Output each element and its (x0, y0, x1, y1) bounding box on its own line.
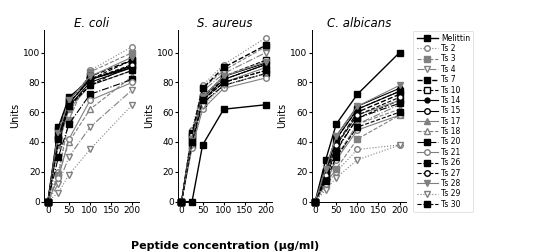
Title: E. coli: E. coli (74, 17, 109, 30)
Y-axis label: Units: Units (10, 103, 20, 129)
Title: S. aureus: S. aureus (197, 17, 253, 30)
Legend: Melittin, Ts 2, Ts 3, Ts 4, Ts 7, Ts 10, Ts 14, Ts 15, Ts 17, Ts 18, Ts 20, Ts 2: Melittin, Ts 2, Ts 3, Ts 4, Ts 7, Ts 10,… (414, 31, 473, 212)
Title: C. albicans: C. albicans (326, 17, 391, 30)
Y-axis label: Units: Units (144, 103, 154, 129)
Y-axis label: Units: Units (277, 103, 287, 129)
Text: Peptide concentration (μg/ml): Peptide concentration (μg/ml) (131, 241, 319, 251)
